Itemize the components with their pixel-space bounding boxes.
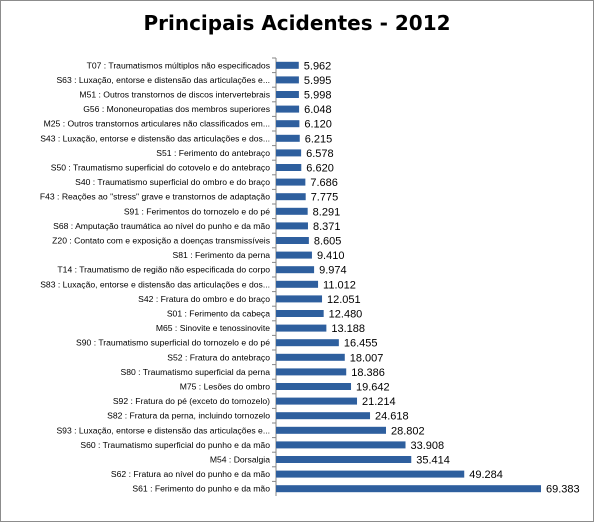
bar	[276, 61, 299, 69]
bar	[276, 207, 308, 215]
category-label: S50 : Traumatismo superficial do cotovel…	[51, 163, 270, 173]
category-label: S91 : Ferimentos do tornozelo e do pé	[124, 206, 270, 216]
category-label: S90 : Traumatismo superficial do tornoze…	[76, 338, 270, 348]
category-label: S40 : Traumatismo superficial do ombro e…	[75, 177, 270, 187]
category-label: S68 : Amputação traumática ao nível do p…	[53, 221, 270, 231]
data-label: 5.995	[304, 75, 332, 87]
bar	[276, 76, 299, 84]
data-label: 8.605	[314, 236, 342, 248]
bar	[276, 178, 306, 186]
category-label: S01 : Ferimento da cabeça	[167, 309, 270, 319]
data-label: 9.974	[319, 265, 347, 277]
category-label: G56 : Mononeuropatias dos membros superi…	[83, 104, 270, 114]
category-label: M65 : Sinovite e tenossinovite	[156, 323, 270, 333]
category-label: S83 : Luxação, entorse e distensão das a…	[40, 279, 270, 289]
bar	[276, 368, 347, 376]
data-label: 8.291	[313, 206, 341, 218]
category-label: S81 : Ferimento da perna	[173, 250, 271, 260]
category-label: T14 : Traumatismo de região não especifi…	[57, 265, 270, 275]
bars-group: T07 : Traumatismos múltiplos não especif…	[40, 57, 580, 496]
chart-title: Principais Acidentes - 2012	[143, 11, 451, 35]
data-label: 6.048	[304, 104, 332, 116]
data-label: 18.386	[351, 367, 385, 379]
bar	[276, 193, 306, 201]
data-label: 8.371	[313, 221, 341, 233]
data-label: 5.998	[304, 90, 332, 102]
data-label: 35.414	[416, 455, 450, 467]
category-label: S43 : Luxação, entorse e distensão das a…	[40, 133, 270, 143]
data-label: 16.455	[344, 338, 378, 350]
data-label: 11.012	[323, 279, 356, 291]
data-label: 13.188	[331, 323, 365, 335]
data-label: 49.284	[469, 469, 503, 481]
data-label: 5.962	[304, 60, 332, 72]
bar	[276, 456, 412, 463]
data-label: 69.383	[546, 484, 580, 496]
bar	[276, 485, 541, 493]
category-label: M75 : Lesões do ombro	[180, 382, 271, 392]
bar	[276, 266, 315, 274]
bar	[276, 91, 299, 98]
data-label: 6.578	[306, 148, 334, 160]
category-label: M51 : Outros transtornos de discos inter…	[79, 90, 270, 100]
bar	[276, 441, 406, 449]
bar	[276, 222, 308, 230]
bar	[276, 426, 387, 434]
bar	[276, 397, 358, 405]
bar	[276, 164, 302, 171]
data-label: 6.120	[304, 119, 332, 131]
data-label: 12.051	[327, 294, 361, 306]
bar	[276, 134, 300, 142]
data-label: 33.908	[411, 440, 445, 452]
data-label: 7.686	[310, 177, 338, 189]
category-label: Z20 : Contato com e exposição a doenças …	[52, 236, 270, 246]
bar	[276, 251, 312, 259]
bar	[276, 295, 323, 303]
data-label: 12.480	[329, 309, 363, 321]
category-label: S52 : Fratura do antebraço	[167, 352, 270, 362]
bar	[276, 383, 352, 390]
bar	[276, 237, 309, 244]
bar	[276, 412, 371, 420]
data-label: 6.620	[306, 163, 334, 175]
bar	[276, 120, 300, 128]
data-label: 28.802	[391, 425, 425, 437]
bar	[276, 105, 300, 113]
category-label: S92 : Fratura do pé (exceto do tornozelo…	[113, 396, 270, 406]
category-label: S51 : Ferimento do antebraço	[156, 148, 270, 158]
category-label: S42 : Fratura do ombro e do braço	[138, 294, 270, 304]
category-label: S60 : Traumatismo superficial do punho e…	[80, 440, 270, 450]
data-label: 24.618	[375, 411, 409, 423]
bar	[276, 149, 302, 157]
bar	[276, 353, 345, 361]
data-label: 19.642	[356, 382, 390, 394]
bar	[276, 339, 339, 347]
category-label: F43 : Reações ao "stress" grave e transt…	[40, 192, 270, 202]
category-label: M54 : Dorsalgia	[210, 455, 270, 465]
category-label: S61 : Ferimento do punho e da mão	[132, 484, 270, 494]
data-label: 7.775	[311, 192, 339, 204]
data-label: 21.214	[362, 396, 396, 408]
category-label: M25 : Outros transtornos articulares não…	[44, 119, 270, 129]
bar	[276, 324, 327, 332]
category-label: S62 : Fratura ao nível do punho e da mão	[111, 469, 270, 479]
bar	[276, 310, 324, 317]
bar	[276, 470, 465, 478]
data-label: 9.410	[317, 250, 345, 262]
category-label: S63 : Luxação, entorse e distensão das a…	[56, 75, 270, 85]
bar	[276, 280, 319, 288]
category-label: S80 : Traumatismo superficial da perna	[120, 367, 270, 377]
category-label: S82 : Fratura da perna, incluindo tornoz…	[107, 411, 270, 421]
data-label: 18.007	[350, 352, 384, 364]
data-label: 6.215	[305, 133, 333, 145]
category-label: S93 : Luxação, entorse e distensão das a…	[56, 425, 270, 435]
category-label: T07 : Traumatismos múltiplos não especif…	[87, 60, 270, 70]
